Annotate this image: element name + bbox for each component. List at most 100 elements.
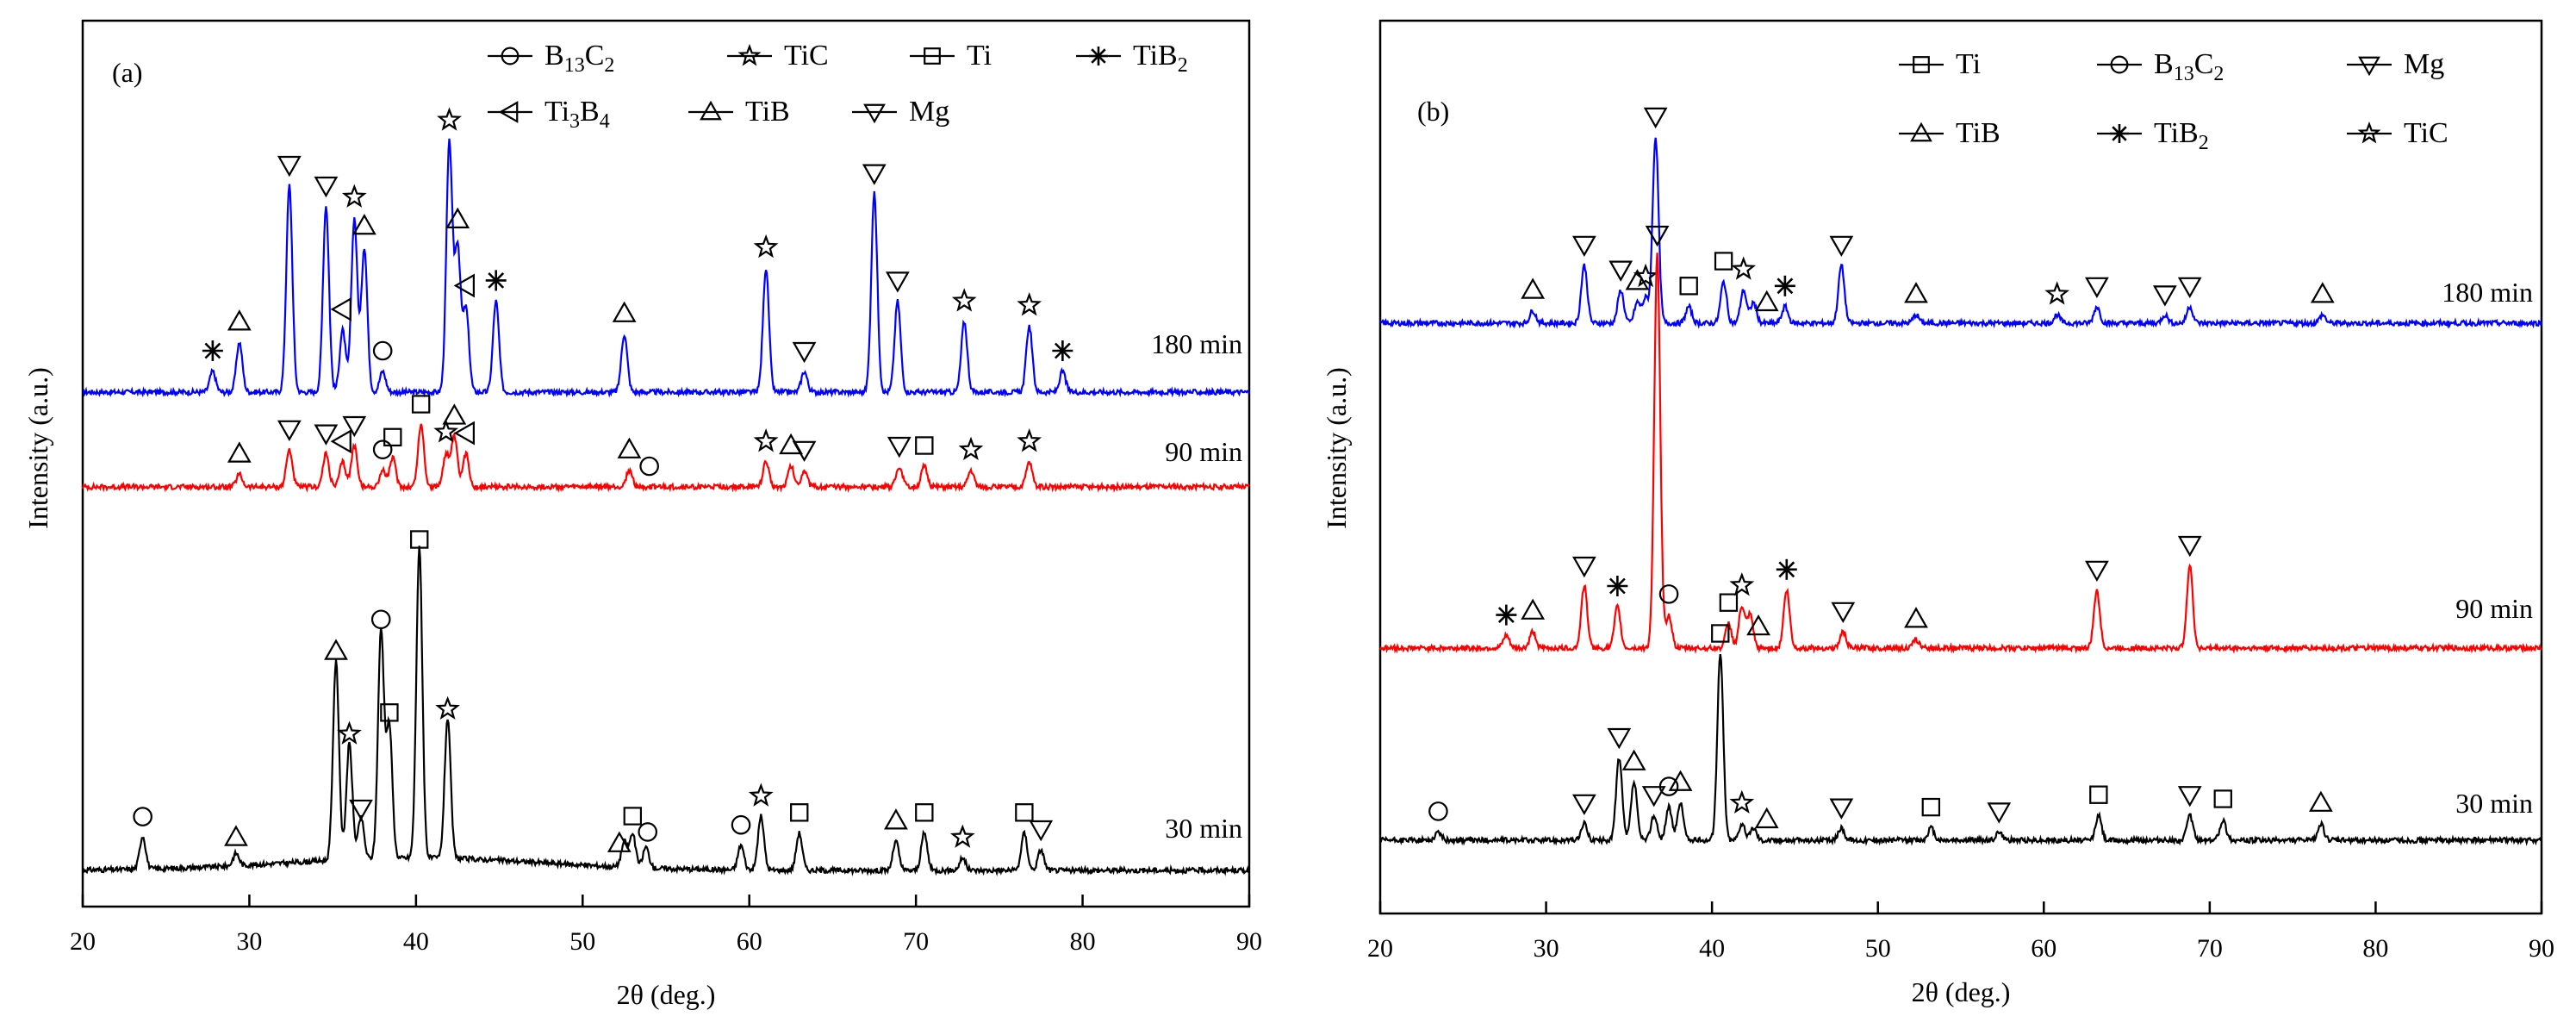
peak-marker-tri-left-icon [330,296,352,321]
peak-marker-tri-left-icon [330,429,352,454]
peak-marker-tri-down-icon [1645,225,1670,247]
peak-marker-tri-down-icon [1571,794,1596,816]
legend-label: Mg [909,96,949,128]
plot-frame [81,19,1251,908]
x-tick-label: 30 [236,927,262,956]
peak-marker-tri-down-icon [1607,727,1632,750]
peak-marker-star-icon [753,428,779,452]
series-180-min: 180 min [82,107,1251,398]
x-tick-label: 60 [2031,934,2056,963]
peak-marker-star-icon [1729,572,1755,596]
peak-marker-asterisk-icon [1774,275,1795,296]
peak-marker-tri-up-icon [612,301,637,322]
series-30-min: 30 min [82,530,1251,876]
series-line [81,423,1250,494]
peak-marker-square-icon [383,427,402,447]
x-tick-label: 20 [70,927,96,956]
peak-marker-tri-left-icon [453,273,475,298]
peak-marker-tri-up-icon [352,214,376,235]
peak-marker-tri-down-icon [792,440,817,463]
x-axis-label: 2θ (deg.) [1912,976,2011,1007]
series-label: 180 min [1151,328,1242,359]
legend-label: TiB [745,96,790,128]
peak-marker-square-icon [915,803,934,822]
series-line [1379,137,2543,330]
legend-label: Mg [2404,48,2444,80]
peak-marker-tri-down-icon [885,271,910,293]
peak-marker-circle-icon [638,822,658,842]
x-axis-label: 2θ (deg.) [617,979,716,1010]
legend-square-icon [1913,56,1930,73]
peak-marker-star-icon [949,824,975,848]
peak-marker-tri-down-icon [2177,277,2202,299]
series-line [1379,653,2542,847]
peak-marker-tri-up-icon [227,309,252,331]
panel-label: (a) [112,57,143,88]
peak-marker-star-icon [341,184,367,208]
peak-marker-tri-down-icon [1029,820,1054,842]
peak-marker-tri-left-icon [453,421,475,446]
series-30-min: 30 min [1379,624,2542,847]
legend-entry: Mg [2347,48,2444,80]
peak-marker-star-icon [2044,281,2070,305]
peak-marker-star-icon [958,436,984,461]
peak-marker-asterisk-icon [1607,576,1628,596]
peak-marker-tri-down-icon [2085,277,2109,299]
peak-marker-tri-down-icon [2152,285,2177,307]
peak-marker-star-icon [748,782,774,807]
peak-marker-tri-up-icon [884,808,908,830]
peak-marker-tri-up-icon [1668,770,1693,791]
x-tick-label: 50 [569,927,595,956]
peak-marker-asterisk-icon [202,340,223,361]
peak-marker-tri-down-icon [2177,535,2202,558]
panel-label: (b) [1417,96,1449,127]
legend-square-icon [924,47,941,65]
peak-marker-square-icon [1719,593,1739,612]
series-180-min: 180 min [1379,107,2543,330]
peak-marker-tri-down-icon [1641,786,1666,807]
y-axis-label: Intensity (a.u.) [1321,367,1352,529]
panel-b: 20 30 40 50 60 70 80 90 2θ (deg.) Intensity (a.u.… [1321,19,2554,1007]
peak-marker-tri-down-icon [342,415,367,438]
peak-marker-tri-down-icon [349,799,373,821]
series-90-min: 90 min [81,395,1250,494]
x-tick-label: 70 [903,927,929,956]
peak-marker-tri-up-icon [617,437,642,458]
series-label: 30 min [2455,788,2533,819]
peak-marker-tri-down-icon [1608,260,1633,282]
peak-marker-circle-icon [1658,584,1679,604]
legend-tri-up-icon [1910,122,1932,142]
peak-marker-star-icon [951,288,977,312]
panel-a: 20 30 40 50 60 70 80 90 2θ (deg.) Intensity (a.u.… [22,19,1262,1010]
x-tick-label: 80 [1070,927,1096,956]
peak-marker-tri-up-icon [2310,282,2335,303]
series-label: 30 min [1165,813,1242,844]
peak-marker-tri-up-icon [1754,290,1779,312]
peak-marker-tri-down-icon [887,436,912,458]
peak-marker-tri-up-icon [1904,607,1928,628]
peak-marker-tri-down-icon [862,164,887,185]
peak-marker-star-icon [1729,789,1755,814]
x-tick-label: 90 [2529,934,2554,963]
peak-marker-square-icon [1921,797,1941,817]
peak-marker-square-icon [1711,624,1730,643]
legend-label: Ti3B4 [544,96,610,133]
x-tick-label: 60 [737,927,762,956]
peak-marker-square-icon [1015,803,1034,822]
peak-marker-tri-up-icon [1521,598,1546,620]
legend-star-icon [737,43,762,66]
peak-marker-star-icon [437,107,463,131]
peak-marker-tri-up-icon [2308,790,2333,812]
x-tick-label: 50 [1865,934,1891,963]
peak-marker-tri-down-icon [1987,802,2012,824]
peak-marker-circle-icon [639,456,659,477]
peak-marker-tri-up-icon [1625,269,1650,290]
legend-label: B13C2 [2154,48,2224,85]
legend-star-icon [2357,121,2381,144]
peak-marker-tri-down-icon [314,424,339,446]
x-tick-label: 30 [1534,934,1559,963]
peak-marker-star-icon [337,720,362,745]
peak-marker-tri-down-icon [1571,235,1596,258]
peak-marker-circle-icon [1428,801,1448,821]
